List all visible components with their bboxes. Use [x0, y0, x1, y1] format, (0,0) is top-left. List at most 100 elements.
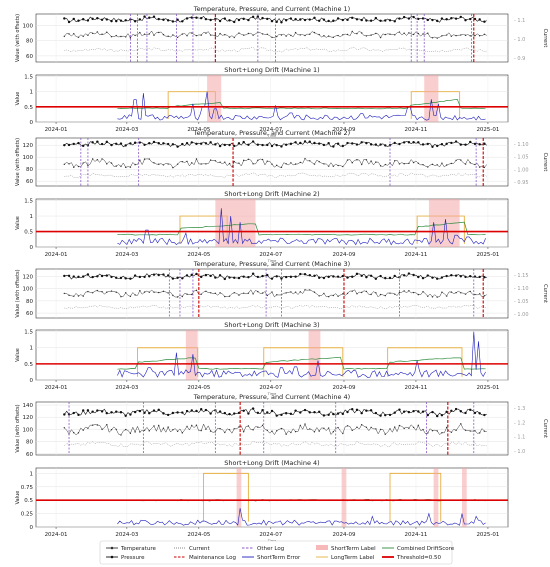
point-pressure: [469, 274, 472, 278]
point-pressure: [138, 275, 142, 279]
panel-title: Temperature, Pressure, and Current (Mach…: [193, 129, 350, 137]
point-pressure: [214, 143, 217, 146]
point-temperature: [106, 31, 108, 33]
point-temperature: [294, 430, 297, 433]
point-temperature: [219, 161, 221, 163]
legend-item-threshold: Threshold=0.50: [382, 555, 441, 561]
point-temperature: [464, 34, 467, 37]
point-pressure: [171, 20, 175, 23]
point-temperature: [115, 428, 117, 431]
point-pressure: [218, 274, 222, 277]
point-pressure: [266, 411, 269, 414]
point-pressure: [185, 274, 189, 277]
point-pressure: [398, 408, 401, 411]
point-pressure: [63, 274, 66, 278]
point-temperature: [431, 430, 434, 432]
series-current: [64, 172, 487, 178]
point-pressure: [313, 274, 316, 277]
series-shortterm-error: [117, 91, 486, 121]
point-pressure: [247, 275, 250, 279]
point-temperature: [290, 34, 292, 37]
point-temperature: [342, 34, 344, 36]
point-pressure: [228, 412, 231, 416]
point-pressure: [450, 409, 453, 412]
y2-tick-label: - 1.00: [514, 167, 529, 173]
point-temperature: [106, 163, 108, 165]
series-combined-score: [117, 356, 486, 370]
point-pressure: [412, 273, 415, 277]
point-temperature: [252, 163, 254, 165]
point-temperature: [73, 166, 75, 169]
point-temperature: [342, 293, 344, 295]
point-pressure: [440, 143, 444, 146]
point-temperature: [455, 159, 457, 162]
point-pressure: [407, 410, 411, 414]
point-temperature: [276, 164, 278, 167]
point-temperature: [124, 166, 127, 169]
point-pressure: [152, 409, 156, 412]
point-pressure: [138, 18, 142, 21]
point-pressure: [133, 20, 137, 23]
point-pressure: [450, 141, 453, 145]
point-pressure: [365, 275, 368, 279]
point-temperature: [384, 163, 386, 166]
point-pressure: [200, 275, 203, 279]
point-temperature: [375, 161, 377, 163]
point-temperature: [276, 294, 278, 296]
panel-drift-machine-1: 0 0.5 1 1.5 Short+Long Drift (Machine 1) Valu…: [15, 66, 509, 138]
point-temperature: [101, 158, 103, 160]
point-pressure: [393, 141, 396, 145]
point-temperature: [478, 432, 481, 434]
x-tick-label: 2024-05: [187, 252, 210, 258]
point-temperature: [360, 423, 363, 426]
point-pressure: [417, 17, 420, 21]
point-temperature: [96, 424, 99, 426]
point-pressure: [266, 143, 269, 147]
point-pressure: [100, 18, 104, 22]
point-temperature: [427, 32, 429, 34]
point-temperature: [351, 290, 353, 292]
point-temperature: [436, 296, 438, 298]
panel-title: Temperature, Pressure, and Current (Mach…: [193, 393, 350, 401]
point-temperature: [77, 295, 80, 297]
point-pressure: [91, 410, 94, 413]
point-pressure: [313, 410, 316, 414]
legend-item-longterm_label: LongTerm Label: [316, 555, 375, 561]
point-temperature: [139, 159, 141, 161]
point-temperature: [450, 431, 453, 433]
point-temperature: [261, 424, 264, 427]
point-temperature: [242, 159, 245, 162]
y-tick-label: 1.5: [24, 330, 33, 336]
y-tick-label: 80: [26, 299, 33, 305]
point-temperature: [455, 291, 457, 294]
point-pressure: [63, 413, 66, 416]
point-pressure: [115, 142, 118, 145]
point-pressure: [270, 409, 274, 413]
point-temperature: [209, 34, 212, 36]
point-pressure: [166, 19, 170, 22]
point-temperature: [162, 164, 165, 166]
point-pressure: [454, 17, 458, 20]
point-temperature: [134, 34, 136, 37]
panel-title: Short+Long Drift (Machine 3): [224, 321, 319, 329]
y-tick-label: 140: [23, 403, 34, 409]
point-temperature: [167, 35, 169, 37]
point-pressure: [96, 140, 99, 143]
point-pressure: [133, 410, 137, 414]
legend-label: Combined DriftScore: [397, 546, 455, 552]
point-temperature: [134, 431, 136, 433]
point-temperature: [224, 295, 226, 298]
point-temperature: [280, 34, 283, 36]
point-temperature: [412, 161, 415, 164]
point-pressure: [313, 141, 316, 145]
point-pressure: [336, 275, 340, 278]
point-temperature: [379, 428, 382, 431]
point-pressure: [72, 411, 75, 415]
point-temperature: [143, 33, 146, 35]
point-temperature: [483, 33, 486, 35]
point-pressure: [336, 142, 340, 145]
point-pressure: [148, 16, 151, 19]
point-temperature: [478, 35, 481, 37]
point-pressure: [398, 17, 401, 20]
point-pressure: [105, 18, 109, 21]
